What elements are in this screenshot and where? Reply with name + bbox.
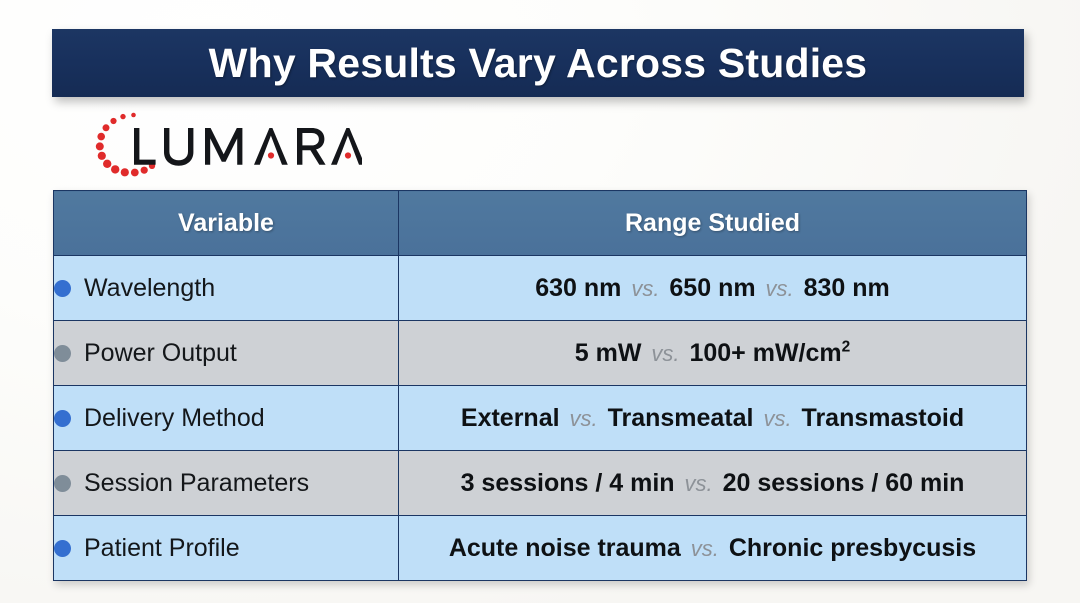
bullet-gray-icon bbox=[54, 344, 71, 362]
table-row: Delivery Method External vs. Transmeatal … bbox=[53, 385, 1027, 451]
table-body: Wavelength 630 nm vs. 650 nm vs. 830 nm Po… bbox=[53, 255, 1027, 581]
range-part: 650 nm bbox=[669, 273, 756, 302]
range-part: 630 nm bbox=[535, 273, 622, 302]
table-row: Power Output 5 mW vs. 100+ mW/cm2 bbox=[53, 320, 1027, 386]
range-part: 3 sessions / 4 min bbox=[460, 468, 675, 497]
column-header-variable: Variable bbox=[53, 190, 399, 256]
variables-table: Variable Range Studied Wavelength 630 nm … bbox=[53, 190, 1027, 581]
bullet-gray-icon bbox=[54, 474, 71, 492]
bullet-blue-icon bbox=[54, 409, 71, 427]
range-part: 100+ mW/cm2 bbox=[689, 338, 851, 367]
vs-separator: vs. bbox=[763, 405, 792, 431]
bullet-blue-icon bbox=[54, 539, 71, 557]
logo-wordmark bbox=[134, 128, 362, 166]
range-cell: External vs. Transmeatal vs. Transmastoi… bbox=[398, 385, 1027, 451]
title-bar: Why Results Vary Across Studies bbox=[52, 29, 1024, 97]
range-part: 5 mW bbox=[574, 338, 642, 367]
range-part: 20 sessions / 60 min bbox=[722, 468, 965, 497]
bullet-blue-icon bbox=[54, 279, 71, 297]
variable-cell: Power Output bbox=[53, 320, 399, 386]
superscript: 2 bbox=[841, 338, 851, 356]
variable-label: Wavelength bbox=[84, 273, 216, 302]
variable-label: Delivery Method bbox=[84, 403, 265, 432]
range-cell: 630 nm vs. 650 nm vs. 830 nm bbox=[398, 255, 1027, 321]
range-part: 830 nm bbox=[803, 273, 890, 302]
lumara-logo-icon bbox=[95, 112, 362, 177]
table-row: Session Parameters 3 sessions / 4 min vs.… bbox=[53, 450, 1027, 516]
vs-separator: vs. bbox=[569, 405, 598, 431]
variable-label: Session Parameters bbox=[84, 468, 310, 497]
page-title: Why Results Vary Across Studies bbox=[208, 39, 868, 86]
vs-separator: vs. bbox=[651, 340, 680, 366]
column-header-range: Range Studied bbox=[398, 190, 1027, 256]
range-part: Chronic presbycusis bbox=[728, 533, 977, 562]
vs-separator: vs. bbox=[631, 275, 660, 301]
logo-a-dots-icon bbox=[267, 152, 352, 159]
variable-label: Patient Profile bbox=[84, 533, 240, 562]
logo-dot-arc-icon bbox=[95, 112, 156, 177]
variable-cell: Delivery Method bbox=[53, 385, 399, 451]
vs-separator: vs. bbox=[765, 275, 794, 301]
variable-cell: Patient Profile bbox=[53, 515, 399, 581]
range-part: Transmastoid bbox=[801, 403, 965, 432]
vs-separator: vs. bbox=[690, 535, 719, 561]
table-row: Wavelength 630 nm vs. 650 nm vs. 830 nm bbox=[53, 255, 1027, 321]
variable-label: Power Output bbox=[84, 338, 237, 367]
vs-separator: vs. bbox=[684, 470, 713, 496]
range-part: Transmeatal bbox=[607, 403, 754, 432]
brand-logo bbox=[92, 108, 362, 180]
range-part: External bbox=[460, 403, 560, 432]
range-cell: 3 sessions / 4 min vs. 20 sessions / 60 … bbox=[398, 450, 1027, 516]
table-header: Variable Range Studied bbox=[53, 190, 1027, 256]
range-cell: Acute noise trauma vs. Chronic presbycus… bbox=[398, 515, 1027, 581]
variable-cell: Wavelength bbox=[53, 255, 399, 321]
variable-cell: Session Parameters bbox=[53, 450, 399, 516]
range-cell: 5 mW vs. 100+ mW/cm2 bbox=[398, 320, 1027, 386]
range-part: Acute noise trauma bbox=[448, 533, 681, 562]
table-row: Patient Profile Acute noise trauma vs. Ch… bbox=[53, 515, 1027, 581]
table-header-row: Variable Range Studied bbox=[53, 190, 1027, 256]
